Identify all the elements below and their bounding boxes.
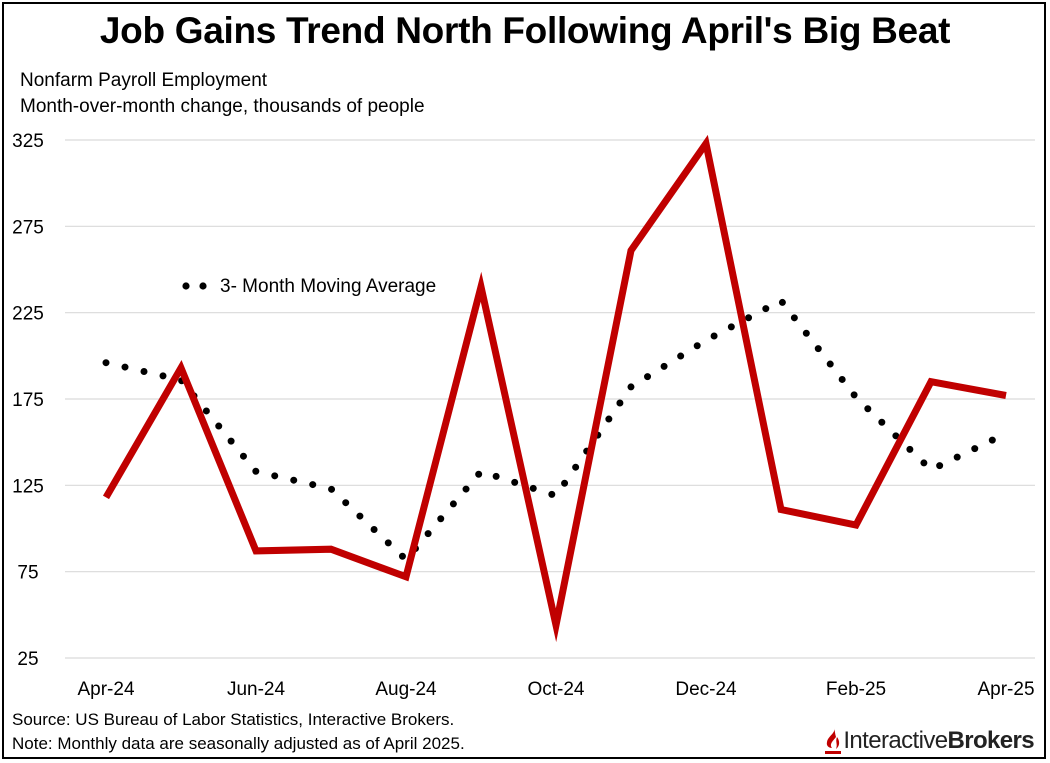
- x-axis-tick-labels: Apr-24 Jun-24 Aug-24 Oct-24 Dec-24 Feb-25 Apr-…: [77, 679, 1034, 700]
- x-tick-label: Apr-24: [77, 679, 134, 700]
- y-tick-label: 75: [17, 563, 38, 584]
- x-tick-label: Aug-24: [375, 679, 437, 700]
- legend-dot-marker: [182, 282, 190, 290]
- chart-units: Month-over-month change, thousands of pe…: [20, 96, 425, 117]
- legend-dot-marker: [199, 282, 207, 290]
- series-layer: [102, 134, 1010, 643]
- chart-title: Job Gains Trend North Following April's …: [99, 10, 951, 51]
- note-footnote: Note: Monthly data are seasonally adjust…: [12, 734, 465, 753]
- chart-subtitle: Nonfarm Payroll Employment: [20, 70, 268, 91]
- flame-logo-icon: [825, 728, 842, 754]
- moving-average-line: [102, 296, 1010, 565]
- logo-text-regular: Interactive: [843, 727, 948, 754]
- x-tick-label: Feb-25: [826, 679, 886, 700]
- x-tick-label: Jun-24: [227, 679, 286, 700]
- y-tick-label: 25: [17, 649, 38, 670]
- y-tick-label: 175: [12, 390, 44, 411]
- payroll-change-line: [102, 134, 1007, 643]
- legend-label: 3- Month Moving Average: [220, 276, 436, 297]
- gridlines: [65, 139, 1035, 659]
- source-footnote: Source: US Bureau of Labor Statistics, I…: [12, 710, 455, 729]
- y-tick-label: 275: [12, 217, 44, 238]
- legend: 3- Month Moving Average: [182, 276, 436, 297]
- y-axis-tick-labels: 25 75 125 175 225 275 325: [12, 131, 44, 670]
- x-tick-label: Dec-24: [675, 679, 737, 700]
- logo-text-bold: Brokers: [947, 727, 1034, 754]
- x-tick-label: Oct-24: [527, 679, 584, 700]
- x-tick-label: Apr-25: [977, 679, 1034, 700]
- interactive-brokers-logo: InteractiveBrokers: [823, 726, 1035, 756]
- y-tick-label: 225: [12, 304, 44, 325]
- y-tick-label: 325: [12, 131, 44, 152]
- y-tick-label: 125: [12, 476, 44, 497]
- logo-wordmark: InteractiveBrokers: [843, 727, 1034, 755]
